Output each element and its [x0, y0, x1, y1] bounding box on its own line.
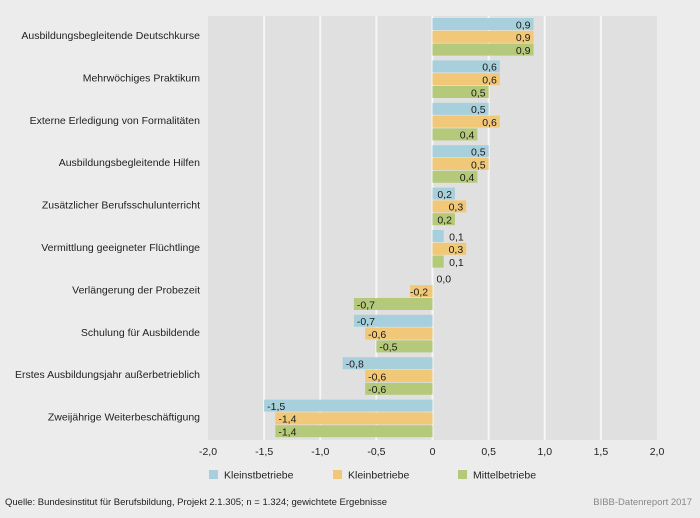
bar-kleinstbetriebe	[432, 145, 489, 158]
data-label: 0,0	[437, 274, 452, 286]
bar-mittelbetriebe	[432, 213, 455, 226]
data-label: -0,8	[346, 359, 364, 371]
legend-swatch	[458, 470, 467, 479]
bar-kleinbetriebe	[365, 370, 433, 382]
bar-mittelbetriebe	[432, 128, 478, 141]
legend-item-kleinbetriebe: Kleinbetriebe	[333, 470, 409, 482]
bar-kleinbetriebe	[410, 285, 433, 298]
legend-label: Kleinbetriebe	[348, 470, 409, 482]
bar-mittelbetriebe	[376, 340, 433, 353]
data-label: 0,9	[516, 45, 531, 57]
data-label: 0,1	[449, 257, 464, 269]
category-label: Mehrwöchiges Praktikum	[83, 72, 201, 84]
category-label: Ausbildungsbegleitende Deutschkurse	[21, 30, 200, 42]
x-tick-label: -1,5	[255, 446, 273, 458]
bar-mittelbetriebe	[275, 425, 433, 438]
bar-kleinstbetriebe	[432, 60, 500, 73]
bar-kleinbetriebe	[432, 158, 489, 170]
category-labels: Ausbildungsbegleitende Deutschkurse Mehrw…	[15, 30, 200, 424]
data-label: -0,7	[357, 299, 375, 311]
data-label: 0,9	[516, 19, 531, 31]
data-label: 0,9	[516, 32, 531, 44]
x-tick-label: 1,0	[537, 446, 552, 458]
bar-kleinstbetriebe	[432, 18, 534, 30]
bars: 0,90,90,90,60,60,50,50,60,40,50,50,40,20…	[264, 18, 534, 439]
data-label: 0,6	[482, 62, 497, 74]
data-label: 0,4	[460, 172, 475, 184]
legend-label: Mittelbetriebe	[473, 470, 536, 482]
data-label: -0,6	[368, 371, 386, 383]
data-label: 0,6	[482, 117, 497, 129]
bar-kleinbetriebe	[432, 242, 467, 255]
bar-kleinbetriebe	[432, 200, 467, 213]
legend-swatch	[333, 470, 342, 479]
data-label: 0,5	[471, 147, 486, 159]
bar-mittelbetriebe	[432, 43, 534, 56]
data-label: 0,3	[449, 244, 464, 256]
data-label: 0,2	[437, 189, 452, 201]
data-label: -0,6	[368, 329, 386, 341]
x-tick-label: -1,0	[311, 446, 329, 458]
bar-mittelbetriebe	[432, 255, 444, 268]
x-axis-ticks: -2,0 -1,5 -1,0 -0,5 0 0,5 1,0 1,5 2,0	[199, 446, 664, 458]
data-label: 0,2	[437, 215, 452, 227]
category-label: Erstes Ausbildungsjahr außerbetrieblich	[15, 369, 200, 381]
data-label: 0,4	[460, 130, 475, 142]
data-label: -1,4	[278, 414, 296, 426]
bar-kleinbetriebe	[275, 412, 433, 425]
bar-mittelbetriebe	[432, 170, 478, 183]
data-label: 0,3	[449, 202, 464, 214]
bar-kleinbetriebe	[432, 73, 500, 86]
bar-kleinstbetriebe	[264, 399, 433, 412]
category-label: Zweijährige Weiterbeschäftigung	[48, 412, 200, 424]
x-tick-label: -2,0	[199, 446, 217, 458]
source-note: Quelle: Bundesinstitut für Berufsbildung…	[5, 497, 388, 508]
bar-kleinbetriebe	[365, 327, 433, 340]
x-tick-label: -0,5	[367, 446, 385, 458]
bar-mittelbetriebe	[432, 86, 489, 98]
legend: Kleinstbetriebe Kleinbetriebe Mittelbetrie…	[209, 470, 536, 482]
category-label: Vermittlung geeigneter Flüchtlinge	[41, 242, 200, 254]
data-label: -0,7	[357, 316, 375, 328]
data-label: 0,5	[471, 159, 486, 171]
bar-kleinstbetriebe	[353, 314, 433, 327]
data-label: -1,4	[278, 427, 296, 439]
data-label: -0,5	[379, 342, 397, 354]
bar-kleinstbetriebe	[432, 102, 489, 115]
legend-item-kleinstbetriebe: Kleinstbetriebe	[209, 470, 294, 482]
bar-kleinstbetriebe	[432, 187, 455, 200]
category-label: Ausbildungsbegleitende Hilfen	[59, 157, 200, 169]
publication-label: BIBB-Datenreport 2017	[593, 497, 692, 508]
category-label: Verlängerung der Probezeit	[72, 284, 200, 296]
bar-kleinbetriebe	[432, 30, 534, 43]
x-tick-label: 1,5	[594, 446, 609, 458]
bar-kleinstbetriebe	[432, 230, 444, 242]
x-tick-label: 0	[430, 446, 436, 458]
data-label: 0,5	[471, 87, 486, 99]
data-label: 0,1	[449, 231, 464, 243]
category-label: Externe Erledigung von Formalitäten	[30, 115, 201, 127]
category-label: Zusätzlicher Berufsschulunterricht	[42, 200, 200, 212]
bar-mittelbetriebe	[365, 382, 433, 395]
legend-swatch	[209, 470, 218, 479]
legend-label: Kleinstbetriebe	[224, 470, 294, 482]
data-label: -0,2	[410, 287, 428, 299]
legend-item-mittelbetriebe: Mittelbetriebe	[458, 470, 536, 482]
category-label: Schulung für Ausbildende	[81, 327, 200, 339]
bar-mittelbetriebe	[353, 298, 433, 310]
data-label: -1,5	[267, 401, 285, 413]
x-tick-label: 2,0	[650, 446, 665, 458]
x-tick-label: 0,5	[481, 446, 496, 458]
bar-kleinbetriebe	[432, 115, 500, 128]
data-label: -0,6	[368, 384, 386, 396]
bar-kleinstbetriebe	[342, 357, 433, 370]
data-label: 0,5	[471, 104, 486, 116]
data-label: 0,6	[482, 75, 497, 87]
